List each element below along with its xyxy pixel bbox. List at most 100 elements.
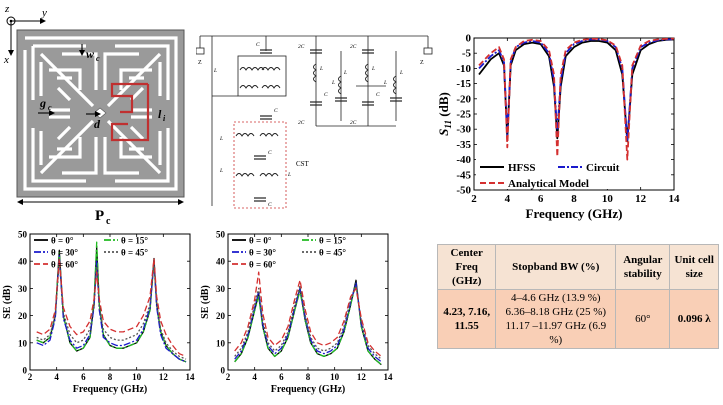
se-legend: θ = 0° θ = 15° θ = 30° θ = 45° θ = 60°: [232, 236, 346, 270]
x-axis-label: Frequency (GHz): [73, 384, 148, 395]
label-gc: g: [39, 96, 46, 110]
legend-label: θ = 45°: [319, 248, 346, 258]
equivalent-circuit-figure: Z Z CST C L C L C L C L C L C L 2C 2C 2C…: [195, 26, 436, 216]
x-tick-label: 8: [306, 372, 311, 382]
highlighted-spiral-li: [110, 82, 150, 142]
legend-label: θ = 60°: [51, 260, 78, 270]
y-tick-label: 0: [466, 33, 472, 45]
y-tick-label: 0: [23, 366, 28, 376]
y-tick-label: 50: [18, 230, 28, 240]
axis-z-label: z: [4, 3, 10, 15]
svg-text:L: L: [343, 70, 347, 76]
series-group: [234, 271, 382, 366]
period-label: P: [95, 208, 104, 224]
se-legend: θ = 0° θ = 15° θ = 30° θ = 45° θ = 60°: [34, 236, 148, 270]
y-tick-label: 40: [18, 257, 28, 267]
equivalent-circuit-drawing: Z Z CST C L C L C L C L C L C L 2C 2C 2C…: [195, 35, 433, 209]
x-tick-label: 10: [132, 372, 142, 382]
y-axis-label: SE (dB): [200, 285, 211, 319]
y-tick-label: 20: [18, 311, 28, 321]
y-tick-label: 0: [221, 366, 226, 376]
svg-text:L: L: [371, 66, 375, 72]
axes: 2 4 6 8 10 12 14 0 10 20 30 40 50 Frequency (GHz) SE (…: [200, 230, 393, 396]
x-tick-label: 6: [279, 372, 284, 382]
series-line-3: [36, 255, 187, 363]
legend-label: Circuit: [586, 162, 620, 174]
svg-text:L: L: [219, 168, 223, 174]
y-tick-label: 10: [18, 338, 28, 348]
header-stopband-bw: Stopband BW (%): [495, 244, 617, 290]
svg-text:L: L: [383, 80, 387, 86]
x-tick-label: 4: [505, 193, 511, 205]
y-tick-label: 10: [216, 338, 226, 348]
s11-chart: 2 4 6 8 10 12 14 0 -5 -10 -15 -20 -25 -30 -35 -40 -45 -50…: [432, 26, 722, 236]
x-tick-label: 6: [538, 193, 544, 205]
cell-unit-cell-size: 0.096 λ: [669, 289, 719, 349]
legend-label: θ = 30°: [249, 248, 276, 258]
cell-center-freq: 4.23, 7.16, 11.55: [436, 289, 497, 349]
series-line-4: [234, 285, 382, 360]
x-axis-label: Frequency (GHz): [271, 384, 346, 395]
x-tick-label: 12: [159, 372, 169, 382]
label-li-sub: i: [163, 114, 166, 123]
x-tick-label: 2: [28, 372, 33, 382]
svg-text:L: L: [399, 70, 403, 76]
spiral-tracks: [23, 36, 178, 191]
header-unit-cell-size: Unit cell size: [669, 244, 719, 290]
legend-label: HFSS: [508, 162, 536, 174]
bw-line: 11.17 –11.97 GHz (6.9 %): [505, 320, 607, 346]
svg-text:C: C: [376, 92, 380, 98]
x-tick-label: 10: [330, 372, 340, 382]
x-axis-label: Frequency (GHz): [526, 206, 623, 221]
s11-chart-svg: 2 4 6 8 10 12 14 0 -5 -10 -15 -20 -25 -30 -35 -40 -45 -50…: [436, 33, 680, 222]
port-right-label: Z: [420, 60, 424, 66]
axis-y-label: y: [41, 7, 47, 19]
legend-label: θ = 45°: [121, 248, 148, 258]
svg-text:C: C: [324, 92, 328, 98]
x-tick-label: 4: [252, 372, 257, 382]
x-tick-label: 12: [357, 372, 367, 382]
svg-text:C: C: [256, 42, 260, 48]
svg-text:C: C: [268, 150, 272, 156]
x-tick-label: 8: [571, 193, 577, 205]
series-line-5: [234, 271, 382, 357]
header-angular-stability: Angular stability: [615, 244, 671, 290]
x-tick-label: 2: [226, 372, 231, 382]
svg-text:2C: 2C: [298, 120, 305, 126]
x-tick-label: 12: [635, 193, 647, 205]
label-li: l: [158, 107, 162, 121]
se-chart-right-svg: 2 4 6 8 10 12 14 0 10 20 30 40 50 Frequency (GHz) SE (…: [200, 230, 393, 396]
y-tick-label: 30: [216, 284, 226, 294]
series-line-4: [36, 260, 187, 360]
se-chart-left: 2 4 6 8 10 12 14 0 10 20 30 40 50 Frequency (GHz) SE (…: [0, 228, 205, 400]
series-group: [478, 37, 675, 161]
label-wc: w: [86, 47, 95, 61]
x-tick-label: 10: [602, 193, 614, 205]
y-tick-label: 50: [216, 230, 226, 240]
svg-text:L: L: [319, 66, 323, 72]
x-tick-label: 2: [471, 193, 477, 205]
x-tick-label: 14: [669, 193, 681, 205]
series-group: [36, 241, 187, 363]
x-tick-label: 14: [186, 372, 196, 382]
svg-text:2C: 2C: [298, 44, 305, 50]
performance-table: Center Freq (GHz) Stopband BW (%) Angula…: [436, 244, 719, 349]
legend-label: θ = 60°: [249, 260, 276, 270]
se-chart-left-svg: 2 4 6 8 10 12 14 0 10 20 30 40 50 Frequency (GHz) SE (…: [2, 230, 196, 396]
axes: 2 4 6 8 10 12 14 0 -5 -10 -15 -20 -25 -30 -35 -40 -45 -50…: [436, 33, 680, 222]
cst-label: CST: [296, 160, 310, 168]
header-center-freq: Center Freq (GHz): [436, 244, 497, 290]
label-gc-sub: c: [48, 103, 52, 112]
label-wc-sub: c: [96, 54, 100, 63]
bw-line: 4–4.6 GHz (13.9 %): [511, 292, 601, 304]
legend-label: θ = 30°: [51, 248, 78, 258]
y-tick-label: -10: [456, 63, 471, 75]
y-axis-label: S11 (dB): [436, 92, 453, 136]
y-tick-label: -45: [456, 169, 471, 181]
svg-text:L: L: [219, 136, 223, 142]
y-tick-label: -5: [462, 48, 472, 60]
component-labels: C L C L C L C L C L C L 2C 2C 2C 2C L L …: [213, 42, 403, 208]
x-tick-label: 8: [108, 372, 113, 382]
x-tick-label: 6: [81, 372, 86, 382]
y-tick-label: -50: [456, 185, 471, 197]
